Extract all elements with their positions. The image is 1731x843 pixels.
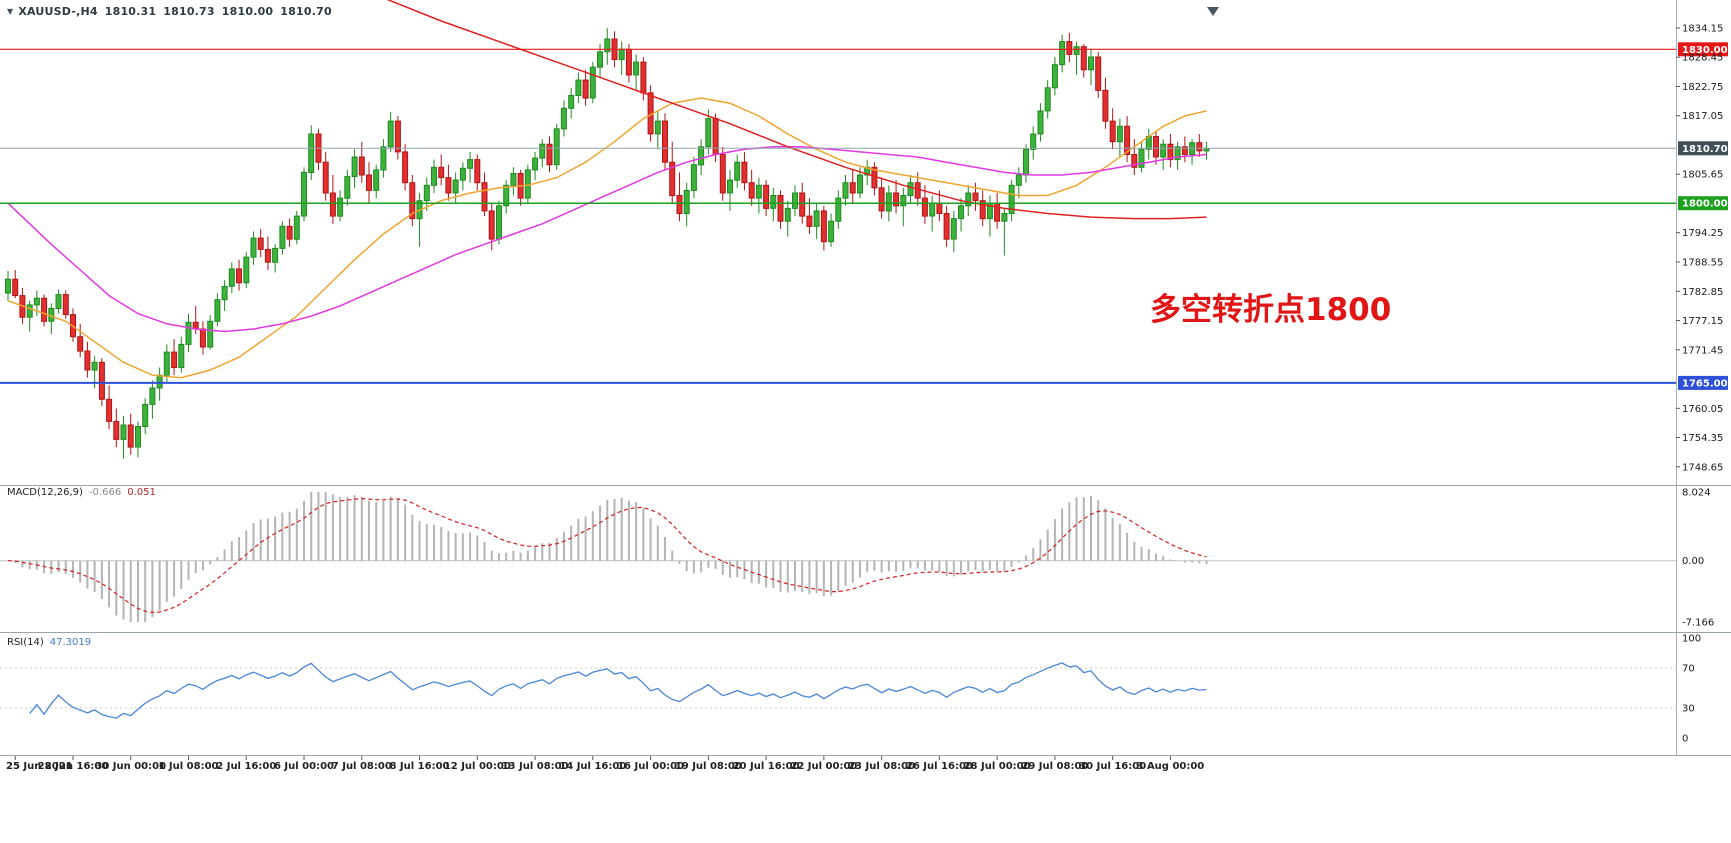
ma-fast-orange xyxy=(7,97,1207,379)
price-axis-label: 1777.15 xyxy=(1682,316,1723,327)
time-axis-label: 7 Jul 08:00 xyxy=(332,761,392,772)
time-axis-label: 12 Jul 00:00 xyxy=(444,761,511,772)
time-axis-label: 30 Jul 16:00 xyxy=(1079,761,1146,772)
support-line-1765-badge xyxy=(1678,375,1728,390)
rsi-axis-label: 70 xyxy=(1682,664,1695,675)
time-axis-label: 16 Jul 00:00 xyxy=(617,761,684,772)
price-axis-label: 1794.25 xyxy=(1682,228,1723,239)
time-axis-label: 14 Jul 16:00 xyxy=(559,761,626,772)
price-axis-label: 1782.85 xyxy=(1682,287,1723,298)
ohlc-close: 1810.70 xyxy=(280,5,332,18)
rsi-indicator-label: RSI(14) 47.3019 xyxy=(7,637,91,648)
rsi-line xyxy=(29,662,1207,719)
price-axis-label: 1822.75 xyxy=(1682,82,1723,93)
price-axis-label: 1760.05 xyxy=(1682,404,1723,415)
macd-signal-value: 0.051 xyxy=(127,487,156,498)
ohlc-low: 1810.00 xyxy=(221,5,274,18)
price-axis-label: 1817.05 xyxy=(1682,111,1723,122)
time-axis-label: 13 Jul 08:00 xyxy=(502,761,569,772)
time-axis-label: 23 Jul 08:00 xyxy=(848,761,915,772)
macd-axis-label: 8.024 xyxy=(1682,488,1711,499)
time-axis-label: 22 Jul 00:00 xyxy=(790,761,857,772)
chart-header: ▼ XAUUSD-,H4 1810.31 1810.73 1810.00 1810.70 xyxy=(7,5,332,18)
price-badge-label: 1810.70 xyxy=(1682,144,1728,155)
time-axis-label: 30 Jun 00:00 xyxy=(95,761,166,772)
price-axis-label: 1805.65 xyxy=(1682,170,1723,181)
candles-layer xyxy=(5,28,1210,459)
time-axis-label: 8 Jul 16:00 xyxy=(389,761,449,772)
time-axis-label: 26 Jul 16:00 xyxy=(906,761,973,772)
price-badge-label: 1830.00 xyxy=(1682,45,1728,56)
time-axis-label: 19 Jul 08:00 xyxy=(675,761,742,772)
price-axis-label: 1748.65 xyxy=(1682,462,1723,473)
ohlc-high: 1810.73 xyxy=(163,5,215,18)
rsi-value: 47.3019 xyxy=(49,637,92,648)
price-badge-label: 1765.00 xyxy=(1682,378,1728,389)
rsi-axis-label: 0 xyxy=(1682,734,1688,745)
macd-axis-label: -7.166 xyxy=(1682,618,1714,629)
time-axis-label: 3 Aug 00:00 xyxy=(1137,761,1205,772)
macd-name: MACD(12,26,9) xyxy=(7,487,83,498)
time-axis-label: 6 Jul 00:00 xyxy=(274,761,334,772)
ohlc-open: 1810.31 xyxy=(104,5,157,18)
price-axis-label: 1828.45 xyxy=(1682,53,1723,64)
time-axis-label: 28 Jul 00:00 xyxy=(964,761,1031,772)
price-axis-label: 1771.45 xyxy=(1682,345,1723,356)
current-price-line-badge xyxy=(1678,141,1728,156)
macd-histogram xyxy=(14,492,1208,622)
time-axis-label: 2 Jul 16:00 xyxy=(216,761,276,772)
rsi-axis-label: 100 xyxy=(1682,634,1701,645)
resistance-line-1830-badge xyxy=(1678,42,1728,57)
rsi-axis-label: 30 xyxy=(1682,704,1695,715)
symbol-dropdown-icon[interactable]: ▼ xyxy=(7,7,14,16)
price-badge-label: 1800.00 xyxy=(1682,199,1728,210)
ma-mid-magenta xyxy=(7,146,1207,333)
time-axis-label: 25 Jun 2021 xyxy=(6,761,73,772)
symbol-period-label: XAUUSD-,H4 xyxy=(18,5,98,18)
ma-long-red xyxy=(386,0,1207,220)
macd-axis-label: 0.00 xyxy=(1682,556,1704,567)
macd-main-value: -0.666 xyxy=(88,487,122,498)
macd-indicator-label: MACD(12,26,9) -0.666 0.051 xyxy=(7,487,156,498)
rsi-name: RSI(14) xyxy=(7,637,44,648)
time-axis-label: 1 Jul 08:00 xyxy=(158,761,218,772)
support-line-1800-badge xyxy=(1678,196,1728,211)
macd-signal-line xyxy=(7,497,1207,614)
time-axis-label: 28 Jun 16:00 xyxy=(38,761,109,772)
chart-shift-marker-icon[interactable] xyxy=(1207,7,1219,16)
time-axis-label: 20 Jul 16:00 xyxy=(733,761,800,772)
price-axis-label: 1834.15 xyxy=(1682,24,1723,35)
price-axis-label: 1754.35 xyxy=(1682,433,1723,444)
time-axis-label: 29 Jul 08:00 xyxy=(1021,761,1088,772)
annotation-text[interactable]: 多空转折点1800 xyxy=(1150,292,1392,328)
price-axis-label: 1788.55 xyxy=(1682,258,1723,269)
